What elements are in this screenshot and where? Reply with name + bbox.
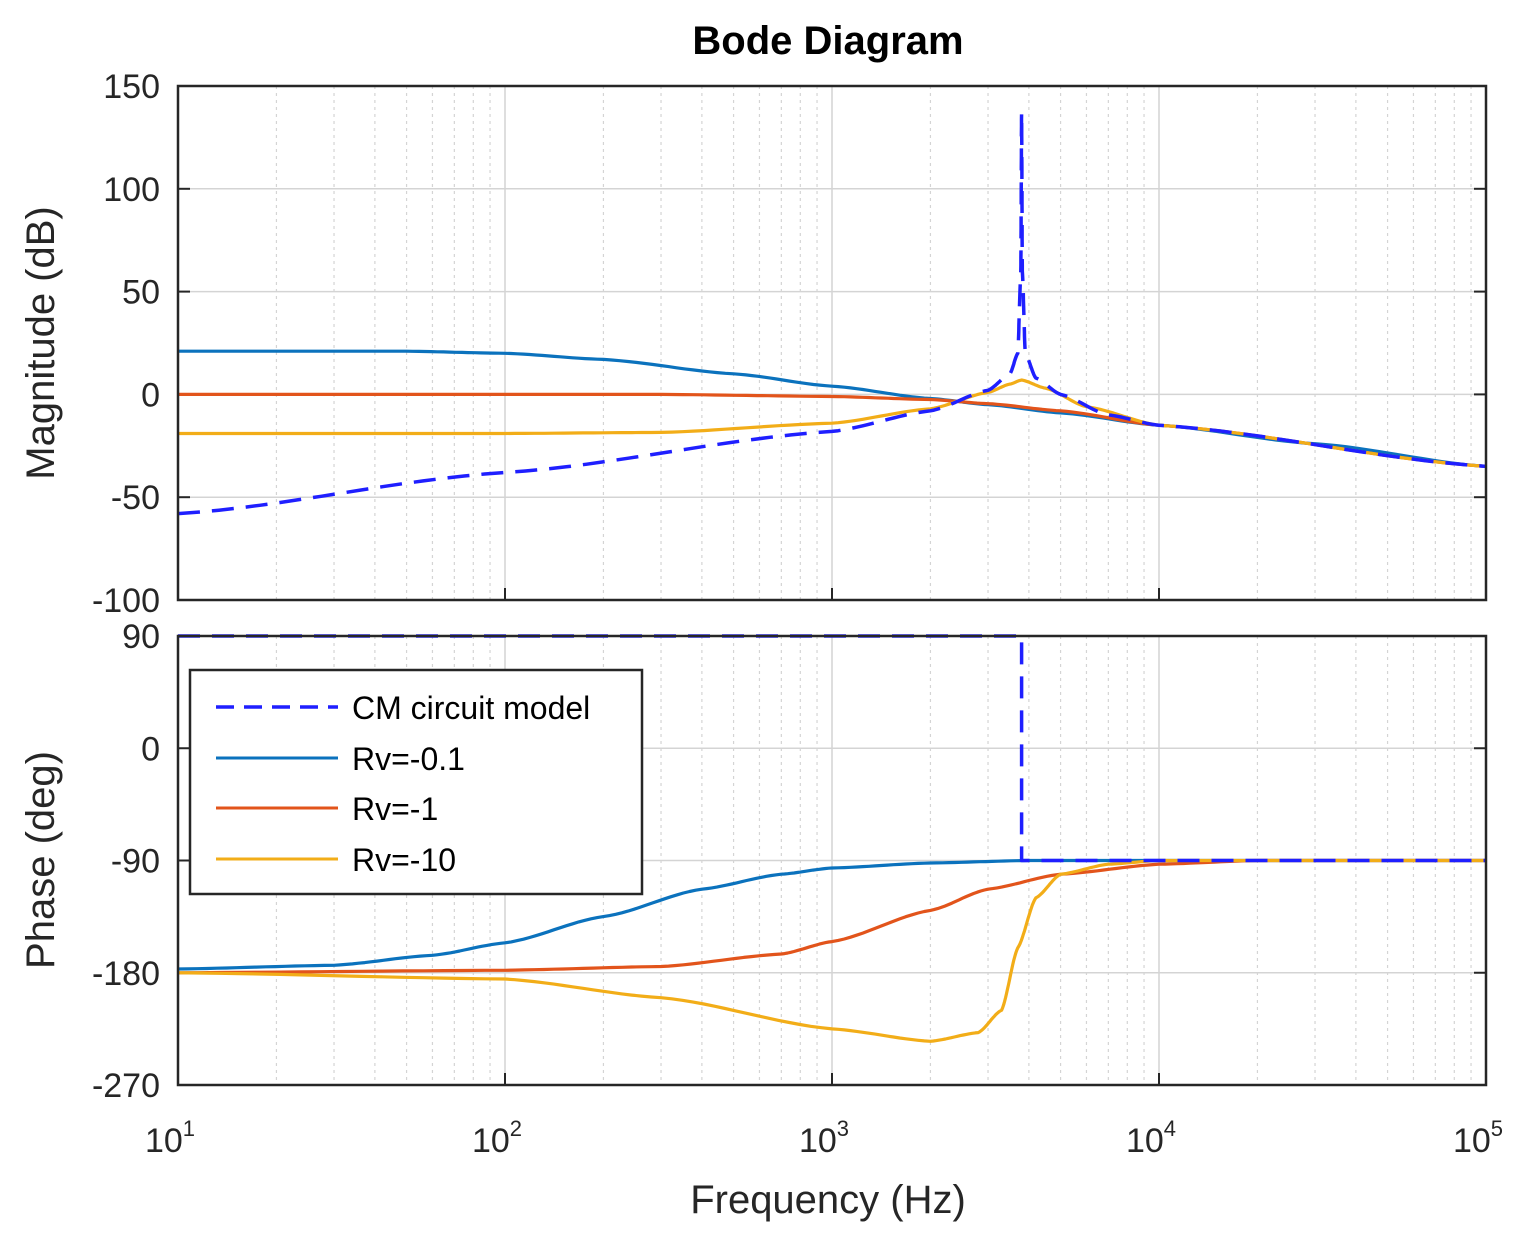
x-tick-label: 101 <box>145 1116 195 1160</box>
phase-series-rv01 <box>178 858 1486 971</box>
magnitude-grid <box>178 85 1486 601</box>
x-tick-label: 105 <box>1453 1116 1503 1160</box>
phase-y-tick-labels: 90 0 -90 -180 -270 <box>92 618 160 1105</box>
magnitude-series-rv10 <box>178 378 1486 468</box>
phase-y-tick-label: -180 <box>92 955 160 993</box>
phase-y-axis-label: Phase (deg) <box>19 751 63 969</box>
magnitude-y-axis-label: Magnitude (dB) <box>19 206 63 479</box>
legend-label-rv10: Rv=-10 <box>352 842 456 878</box>
phase-series-rv1 <box>178 858 1486 975</box>
magnitude-plot-area <box>178 110 1486 516</box>
phase-y-tick-label: 90 <box>122 618 160 656</box>
x-tick-label: 104 <box>1126 1116 1176 1160</box>
legend: CM circuit model Rv=-0.1 Rv=-1 Rv=-10 <box>188 668 644 896</box>
phase-y-tick-label: 0 <box>141 730 160 768</box>
legend-label-cm: CM circuit model <box>352 690 590 726</box>
magnitude-y-tick-label: -100 <box>92 582 160 620</box>
magnitude-y-tick-label: 0 <box>141 376 160 414</box>
legend-label-rv1: Rv=-1 <box>352 791 438 827</box>
x-tick-label: 102 <box>472 1116 522 1160</box>
magnitude-y-tick-label: 100 <box>103 171 160 209</box>
x-axis-label: Frequency (Hz) <box>690 1178 966 1222</box>
phase-y-tick-label: -90 <box>111 843 160 881</box>
magnitude-series-rv1 <box>178 392 1486 468</box>
magnitude-y-tick-label: 50 <box>122 274 160 312</box>
legend-box <box>188 668 644 896</box>
x-tick-label: 103 <box>799 1116 849 1160</box>
magnitude-series-cm <box>178 110 1486 516</box>
x-tick-labels: 101 102 103 104 105 <box>145 588 1503 1160</box>
legend-label-rv01: Rv=-0.1 <box>352 741 465 777</box>
magnitude-y-tick-label: 150 <box>103 68 160 106</box>
phase-series-rv10 <box>178 858 1486 1043</box>
chart-title: Bode Diagram <box>692 19 963 63</box>
magnitude-y-tick-label: -50 <box>111 479 160 517</box>
magnitude-y-tick-labels: 150 100 50 0 -50 -100 <box>92 68 160 620</box>
phase-y-tick-label: -270 <box>92 1067 160 1105</box>
